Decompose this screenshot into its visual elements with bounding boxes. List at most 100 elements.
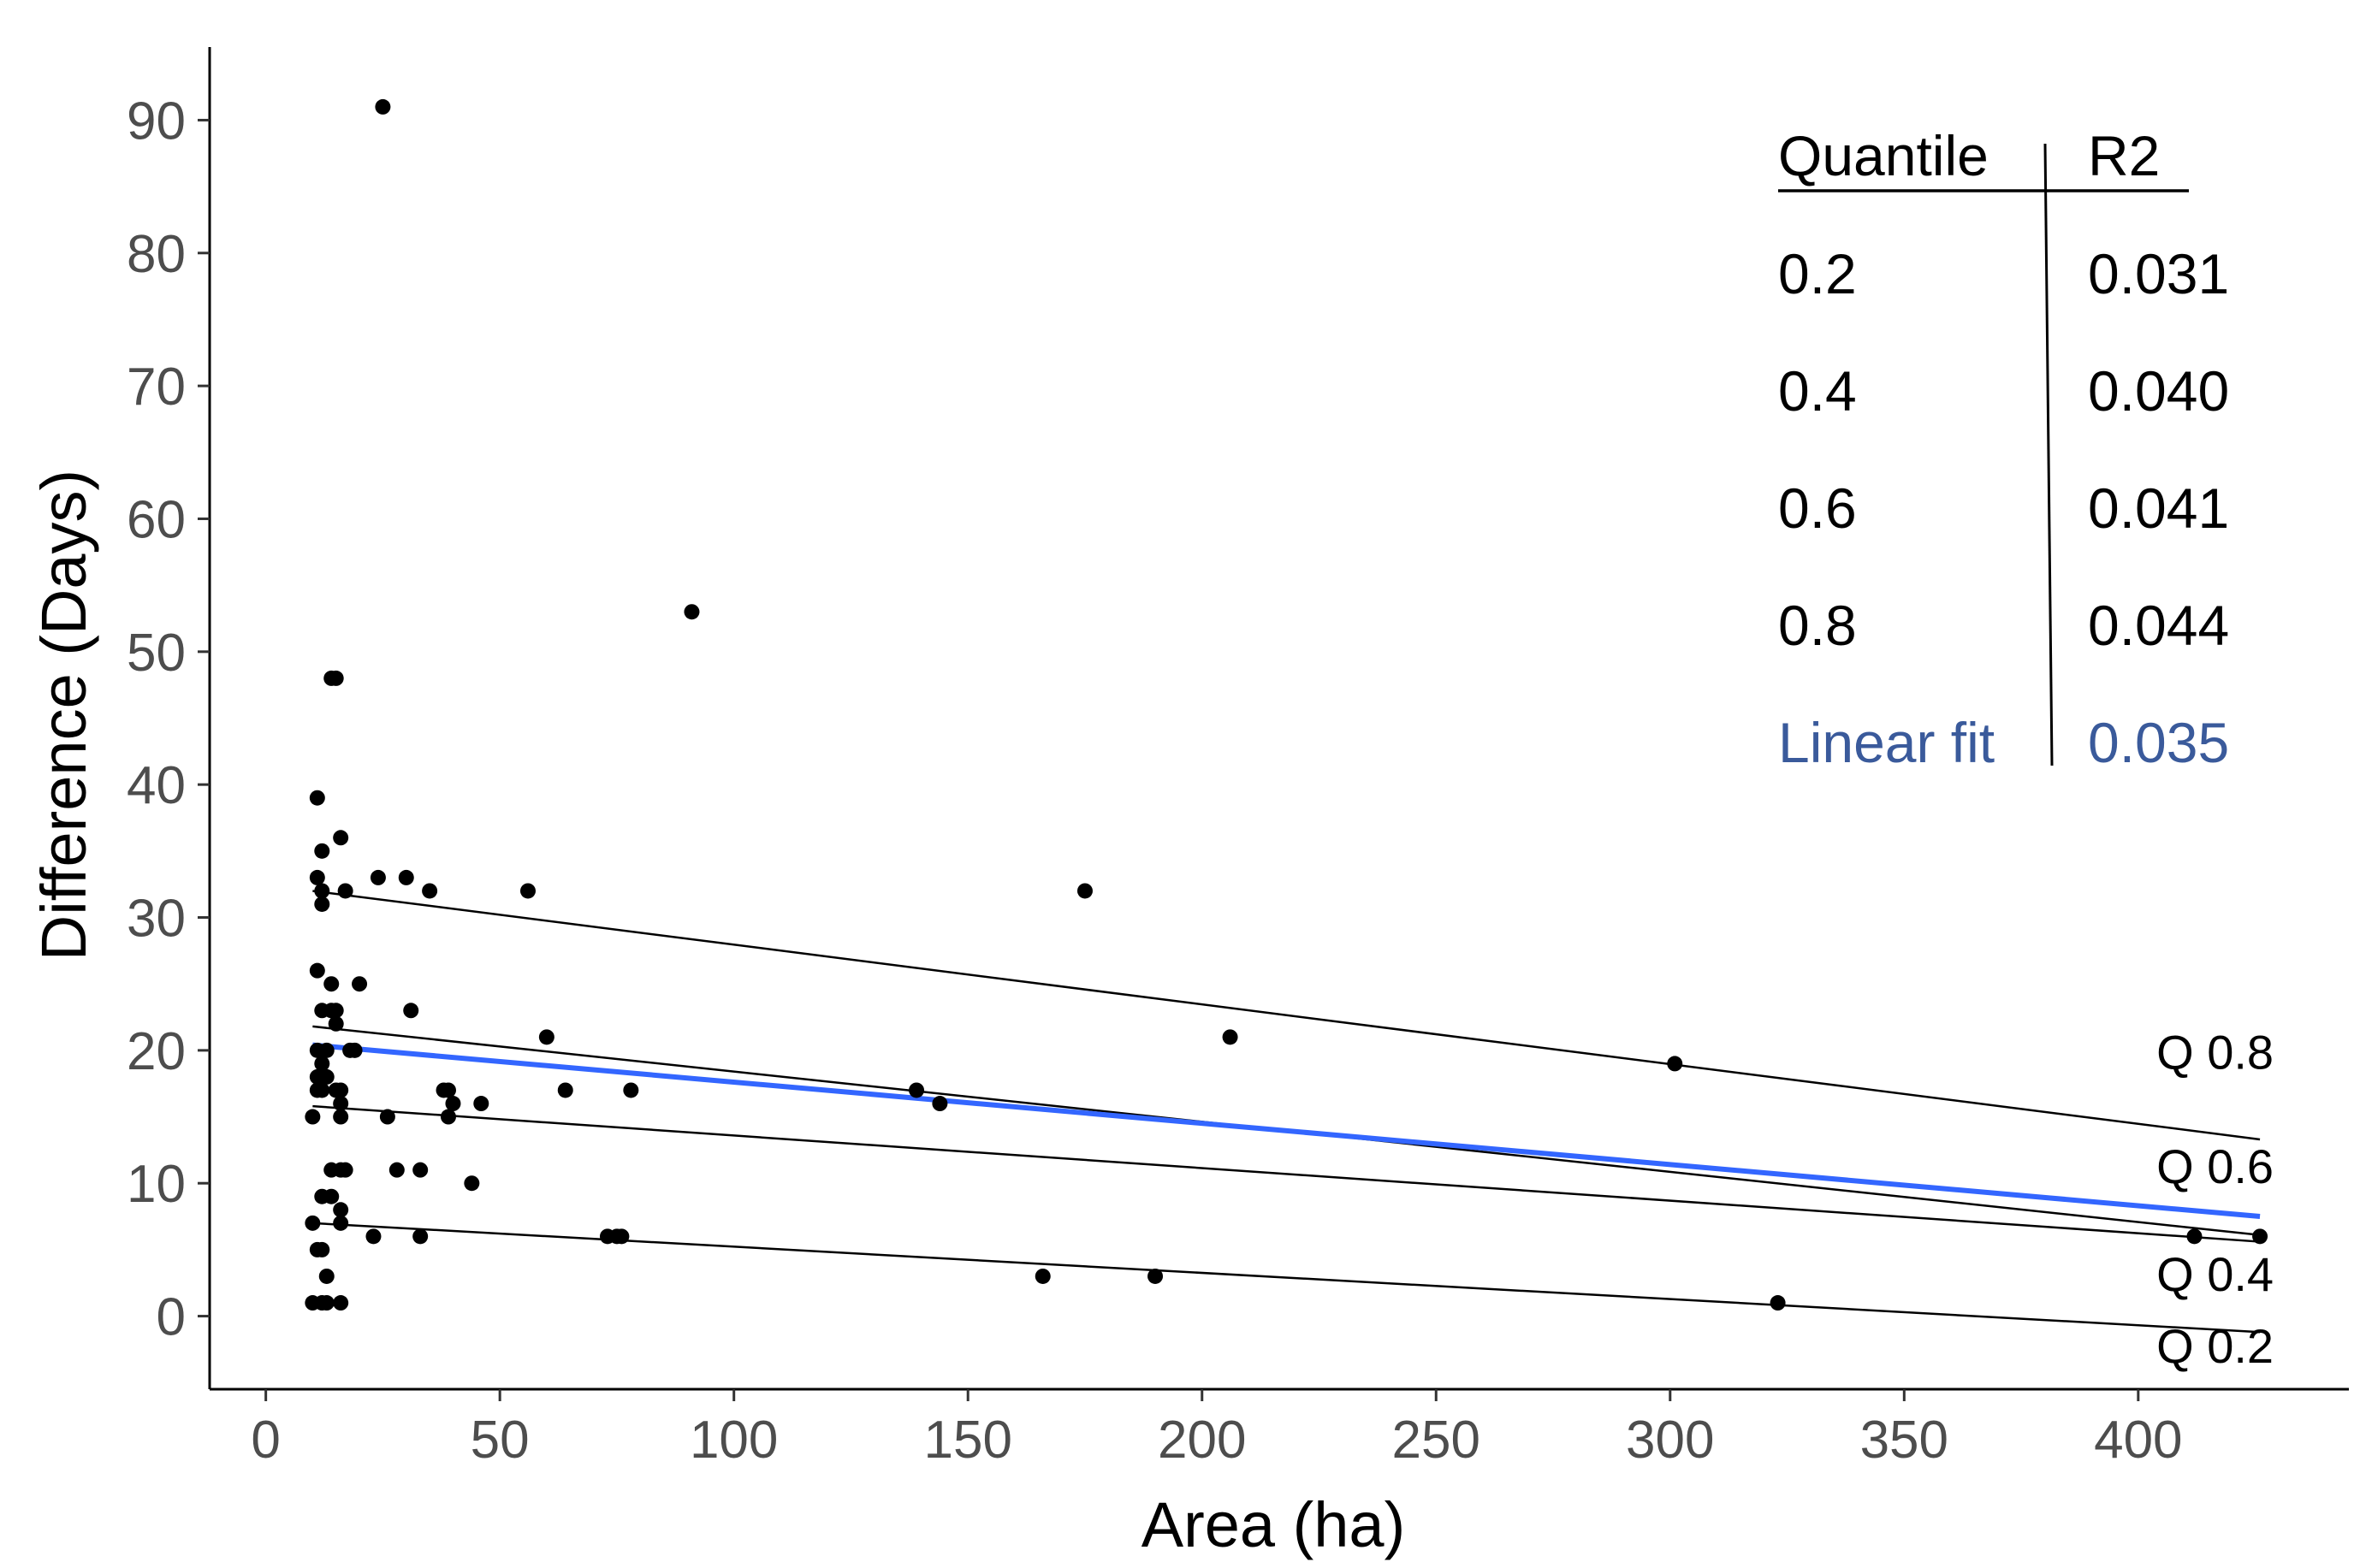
y-tick-label: 80	[127, 225, 186, 284]
data-point	[519, 883, 536, 899]
x-tick-label: 0	[251, 1411, 280, 1470]
data-point	[318, 1042, 335, 1058]
data-point	[379, 1109, 395, 1125]
quantile-label: Q 0.6	[2156, 1139, 2274, 1193]
data-point	[365, 1228, 382, 1245]
x-tick-label: 300	[1626, 1411, 1714, 1470]
data-point	[1770, 1295, 1786, 1311]
data-point	[337, 1162, 353, 1178]
x-axis-title: Area (ha)	[1141, 1489, 1405, 1560]
quantile-label: Q 0.2	[2156, 1319, 2274, 1373]
axes: 0 50 100 150 200 250 300 350 400 0 10 20 30 40 50 60 70 8…	[127, 47, 2349, 1470]
data-point	[314, 843, 330, 859]
data-point	[473, 1096, 489, 1112]
table-cell-r2: 0.044	[2088, 594, 2229, 657]
data-point	[314, 1082, 330, 1098]
table-cell-quantile: Linear fit	[1778, 711, 1995, 774]
data-point	[328, 670, 344, 686]
data-point	[412, 1228, 429, 1245]
data-point	[398, 869, 414, 885]
table-header-r2: R2	[2088, 124, 2160, 187]
data-point	[1222, 1029, 1238, 1045]
data-point	[538, 1029, 554, 1045]
data-point	[1035, 1268, 1051, 1284]
quantile-label: Q 0.4	[2156, 1247, 2274, 1301]
data-point	[314, 896, 330, 912]
table-cell-quantile: 0.6	[1778, 476, 1857, 540]
data-point	[314, 1241, 330, 1257]
data-point	[1147, 1268, 1164, 1284]
data-point	[557, 1082, 573, 1098]
data-point	[347, 1042, 363, 1058]
plot-marks: Q 0.8 Q 0.6 Q 0.4 Q 0.2	[305, 98, 2274, 1373]
table-cell-r2: 0.035	[2088, 711, 2229, 774]
x-tick-label: 200	[1158, 1411, 1246, 1470]
data-point	[309, 962, 325, 979]
data-point	[352, 976, 368, 992]
data-point	[614, 1228, 630, 1245]
data-point	[314, 1056, 330, 1072]
data-point	[323, 1188, 340, 1204]
quantile-line-q-0.2	[312, 1222, 2261, 1334]
x-tick-label: 50	[471, 1411, 530, 1470]
data-point	[1076, 883, 1093, 899]
quantile-line-q-0.8	[312, 890, 2261, 1141]
data-point	[440, 1082, 456, 1098]
data-point	[445, 1096, 461, 1112]
data-point	[328, 1015, 344, 1032]
data-point	[333, 1202, 349, 1218]
data-point	[375, 98, 391, 115]
data-point	[684, 604, 700, 620]
y-tick-label: 60	[127, 490, 186, 549]
x-tick-label: 400	[2094, 1411, 2182, 1470]
data-point	[388, 1162, 405, 1178]
data-point	[623, 1082, 639, 1098]
table-header-quantile: Quantile	[1778, 124, 1989, 187]
table-column-divider	[2043, 143, 2054, 766]
quantile-line-q-0.4	[312, 1104, 2261, 1243]
data-point	[309, 790, 325, 806]
y-tick-label: 40	[127, 756, 186, 815]
table-cell-quantile: 0.4	[1778, 359, 1857, 423]
table-cell-r2: 0.031	[2088, 242, 2229, 305]
data-point	[328, 1003, 344, 1019]
y-tick-label: 70	[127, 358, 186, 417]
data-point	[323, 976, 340, 992]
data-point	[314, 883, 330, 899]
data-point	[333, 1215, 349, 1231]
data-point	[318, 1268, 335, 1284]
data-point	[333, 1109, 349, 1125]
data-point	[305, 1109, 321, 1125]
data-point	[932, 1096, 948, 1112]
data-point	[1667, 1056, 1683, 1072]
r2-table: Quantile R2 0.2 0.031 0.4 0.040 0.6 0.041 0.8 0.0…	[1778, 124, 2229, 774]
y-tick-label: 30	[127, 890, 186, 949]
x-tick-label: 100	[690, 1411, 778, 1470]
table-cell-r2: 0.040	[2088, 359, 2229, 423]
y-tick-label: 50	[127, 624, 186, 683]
data-point	[333, 1082, 349, 1098]
data-point	[422, 883, 438, 899]
y-tick-label: 0	[157, 1288, 186, 1347]
data-point	[309, 869, 325, 885]
data-point	[333, 830, 349, 846]
data-point	[2252, 1228, 2268, 1245]
data-point	[403, 1003, 419, 1019]
y-tick-label: 90	[127, 92, 186, 151]
table-cell-quantile: 0.2	[1778, 242, 1857, 305]
data-point	[370, 869, 386, 885]
quantile-label: Q 0.8	[2156, 1026, 2274, 1080]
y-tick-label: 20	[127, 1022, 186, 1081]
x-tick-label: 150	[923, 1411, 1011, 1470]
x-tick-label: 350	[1860, 1411, 1948, 1470]
linear-fit-line	[312, 1042, 2261, 1220]
data-point	[333, 1096, 349, 1112]
data-point	[464, 1175, 480, 1192]
data-point	[318, 1295, 335, 1311]
data-point	[305, 1215, 321, 1231]
table-cell-quantile: 0.8	[1778, 594, 1857, 657]
data-point	[337, 883, 353, 899]
y-axis-title: Difference (Days)	[28, 470, 99, 961]
data-point	[2186, 1228, 2203, 1245]
